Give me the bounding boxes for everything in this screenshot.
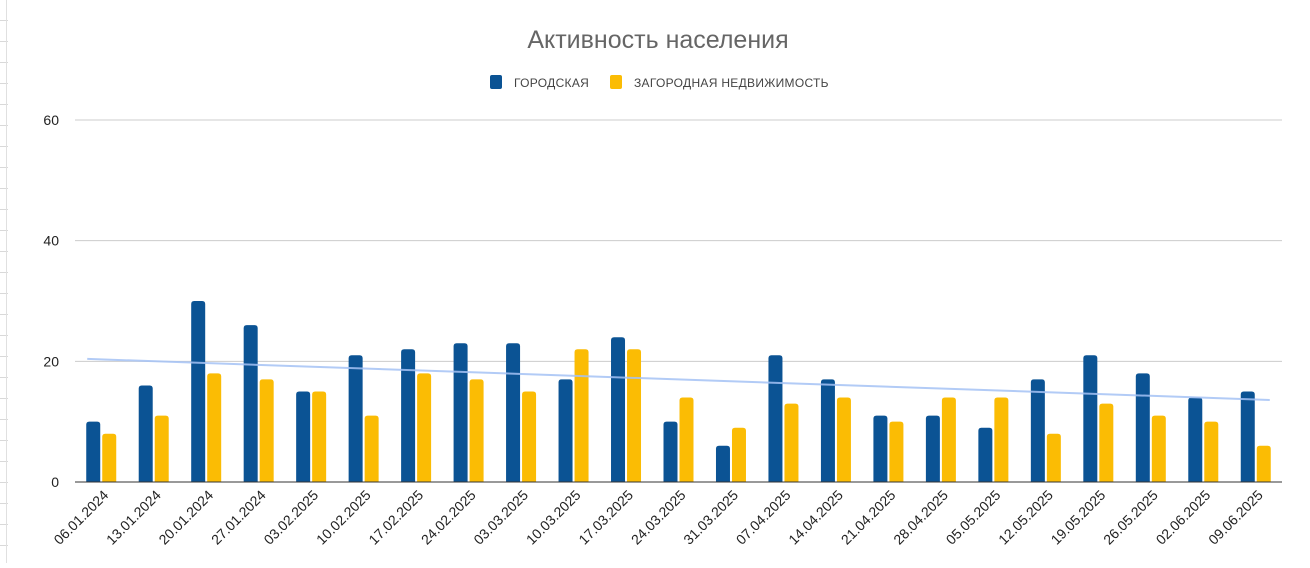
bar-country-06.01.2024[interactable]	[102, 433, 117, 482]
legend-label-urban: ГОРОДСКАЯ	[514, 76, 589, 90]
x-tick-label: 20.01.2024	[155, 487, 216, 548]
bar-urban-03.02.2025[interactable]	[296, 391, 311, 483]
bar-urban-27.01.2024[interactable]	[243, 325, 258, 482]
bar-country-27.01.2024[interactable]	[259, 379, 274, 482]
bar-urban-17.02.2025[interactable]	[401, 349, 416, 482]
bar-urban-24.03.2025[interactable]	[663, 421, 678, 482]
x-tick-label: 17.02.2025	[365, 487, 426, 548]
bar-urban-19.05.2025[interactable]	[1083, 355, 1098, 482]
y-axis: 0 20 40 60	[43, 112, 59, 490]
legend-swatch-country	[610, 75, 622, 89]
bar-country-12.05.2025[interactable]	[1046, 433, 1061, 482]
x-tick-label: 27.01.2024	[208, 487, 269, 548]
bar-country-05.05.2025[interactable]	[994, 397, 1009, 482]
x-tick-label: 24.02.2025	[418, 487, 479, 548]
bar-urban-09.06.2025[interactable]	[1240, 391, 1255, 483]
bar-country-20.01.2024[interactable]	[207, 373, 222, 482]
bar-country-31.03.2025[interactable]	[731, 427, 746, 482]
legend-label-country: ЗАГОРОДНАЯ НЕДВИЖИМОСТЬ	[634, 76, 829, 90]
bar-urban-28.04.2025[interactable]	[925, 415, 940, 482]
x-tick-label: 31.03.2025	[680, 487, 741, 548]
trend-group	[87, 357, 1270, 401]
bar-country-10.02.2025[interactable]	[364, 415, 379, 482]
legend-item-country[interactable]: ЗАГОРОДНАЯ НЕДВИЖИМОСТЬ	[610, 75, 829, 90]
bar-urban-20.01.2024[interactable]	[191, 301, 206, 482]
bar-country-03.02.2025[interactable]	[312, 391, 327, 483]
bar-country-21.04.2025[interactable]	[889, 421, 904, 482]
x-tick-label: 26.05.2025	[1100, 487, 1161, 548]
x-tick-label: 06.01.2024	[50, 487, 111, 548]
bar-country-24.03.2025[interactable]	[679, 397, 694, 482]
bars-group	[86, 301, 1271, 482]
bar-urban-12.05.2025[interactable]	[1030, 379, 1045, 482]
bar-urban-10.02.2025[interactable]	[348, 355, 363, 482]
x-axis: 06.01.202413.01.202420.01.202427.01.2024…	[50, 481, 1282, 548]
sheet-edge-line	[6, 0, 7, 563]
x-tick-label: 24.03.2025	[628, 487, 689, 548]
legend-swatch-urban	[490, 75, 502, 89]
bar-country-02.06.2025[interactable]	[1204, 421, 1219, 482]
bar-country-19.05.2025[interactable]	[1099, 403, 1114, 482]
x-tick-label: 10.03.2025	[523, 487, 584, 548]
bar-urban-21.04.2025[interactable]	[873, 415, 888, 482]
bar-urban-17.03.2025[interactable]	[611, 337, 626, 482]
bar-country-09.06.2025[interactable]	[1256, 445, 1271, 482]
x-tick-label: 19.05.2025	[1048, 487, 1109, 548]
bar-country-03.03.2025[interactable]	[522, 391, 537, 483]
bar-country-10.03.2025[interactable]	[574, 349, 589, 482]
x-tick-label: 03.03.2025	[470, 487, 531, 548]
y-tick-label: 20	[43, 353, 59, 369]
bar-urban-31.03.2025[interactable]	[715, 445, 730, 482]
bar-country-17.02.2025[interactable]	[417, 373, 432, 482]
bar-urban-07.04.2025[interactable]	[768, 355, 783, 482]
bar-urban-13.01.2024[interactable]	[138, 385, 153, 482]
bar-country-17.03.2025[interactable]	[627, 349, 642, 482]
x-tick-label: 21.04.2025	[838, 487, 899, 548]
x-tick-label: 02.06.2025	[1153, 487, 1214, 548]
x-tick-label: 07.04.2025	[733, 487, 794, 548]
x-tick-label: 28.04.2025	[890, 487, 951, 548]
y-tick-label: 40	[43, 233, 59, 249]
bar-country-14.04.2025[interactable]	[836, 397, 851, 482]
legend-item-urban[interactable]: ГОРОДСКАЯ	[490, 75, 589, 90]
bar-urban-03.03.2025[interactable]	[506, 343, 521, 482]
x-tick-label: 17.03.2025	[575, 487, 636, 548]
sheet-edge-ticks	[0, 0, 8, 563]
bar-urban-26.05.2025[interactable]	[1135, 373, 1150, 482]
bar-urban-05.05.2025[interactable]	[978, 427, 993, 482]
x-tick-label: 05.05.2025	[943, 487, 1004, 548]
y-tick-label: 0	[51, 474, 59, 490]
chart-title: Активность населения	[527, 26, 788, 54]
bar-country-24.02.2025[interactable]	[469, 379, 484, 482]
x-tick-label: 12.05.2025	[995, 487, 1056, 548]
x-tick-label: 03.02.2025	[260, 487, 321, 548]
chart-legend: ГОРОДСКАЯ ЗАГОРОДНАЯ НЕДВИЖИМОСТЬ	[490, 75, 829, 90]
bar-urban-02.06.2025[interactable]	[1188, 397, 1203, 482]
bar-urban-10.03.2025[interactable]	[558, 379, 573, 482]
bar-urban-24.02.2025[interactable]	[453, 343, 468, 482]
grid-lines	[75, 119, 1282, 362]
bar-country-07.04.2025[interactable]	[784, 403, 799, 482]
bar-country-26.05.2025[interactable]	[1151, 415, 1166, 482]
trend-line	[87, 357, 1270, 401]
y-tick-label: 60	[43, 112, 59, 128]
bar-urban-14.04.2025[interactable]	[820, 379, 835, 482]
bar-country-13.01.2024[interactable]	[154, 415, 169, 482]
x-tick-label: 10.02.2025	[313, 487, 374, 548]
x-tick-label: 13.01.2024	[103, 487, 164, 548]
bar-urban-06.01.2024[interactable]	[86, 421, 101, 482]
x-tick-label: 09.06.2025	[1205, 487, 1266, 548]
bar-country-28.04.2025[interactable]	[941, 397, 956, 482]
x-tick-label: 14.04.2025	[785, 487, 846, 548]
